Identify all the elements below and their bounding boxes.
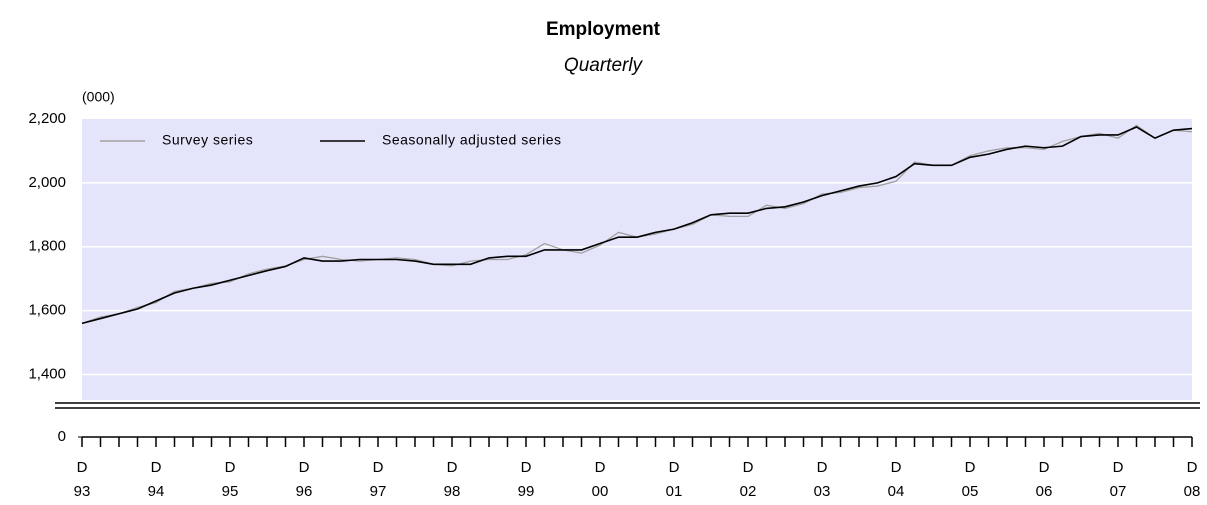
x-tick-label: 04 [888, 483, 905, 500]
x-tick-label: D [1039, 459, 1050, 476]
x-tick-label: D [669, 459, 680, 476]
legend-label: Survey series [162, 132, 253, 148]
x-tick-label: D [1187, 459, 1198, 476]
x-tick-label: 99 [518, 483, 535, 500]
x-tick-label: D [299, 459, 310, 476]
legend-label: Seasonally adjusted series [382, 132, 562, 148]
x-tick-label: 00 [592, 483, 609, 500]
x-tick-label: D [891, 459, 902, 476]
y-tick-label: 0 [58, 428, 66, 445]
x-tick-label: D [373, 459, 384, 476]
x-tick-label: 08 [1184, 483, 1201, 500]
x-tick-label: 95 [222, 483, 239, 500]
chart-subtitle: Quarterly [564, 55, 644, 76]
x-tick-label: 96 [296, 483, 313, 500]
x-tick-label: 05 [962, 483, 979, 500]
x-tick-label: D [225, 459, 236, 476]
x-tick-label: 07 [1110, 483, 1127, 500]
y-unit: (000) [82, 89, 115, 105]
x-tick-label: D [77, 459, 88, 476]
x-tick-label: 94 [148, 483, 165, 500]
x-tick-label: D [151, 459, 162, 476]
x-tick-label: D [1113, 459, 1124, 476]
y-tick-label: 2,200 [28, 110, 66, 127]
y-tick-label: 1,800 [28, 238, 66, 255]
x-tick-label: 02 [740, 483, 757, 500]
x-tick-label: D [817, 459, 828, 476]
x-tick-label: 93 [74, 483, 91, 500]
x-tick-label: D [521, 459, 532, 476]
x-tick-label: D [447, 459, 458, 476]
y-tick-label: 2,000 [28, 174, 66, 191]
plot-area [82, 119, 1192, 400]
series-line [81, 126, 1193, 325]
x-tick-label: 97 [370, 483, 387, 500]
y-tick-label: 1,600 [28, 302, 66, 319]
x-tick-label: 03 [814, 483, 831, 500]
x-tick-label: 98 [444, 483, 461, 500]
y-tick-label: 1,400 [28, 365, 66, 382]
x-tick-label: 06 [1036, 483, 1053, 500]
x-tick-label: D [965, 459, 976, 476]
x-tick-label: 01 [666, 483, 683, 500]
chart-title: Employment [546, 19, 661, 40]
x-tick-label: D [595, 459, 606, 476]
x-tick-label: D [743, 459, 754, 476]
